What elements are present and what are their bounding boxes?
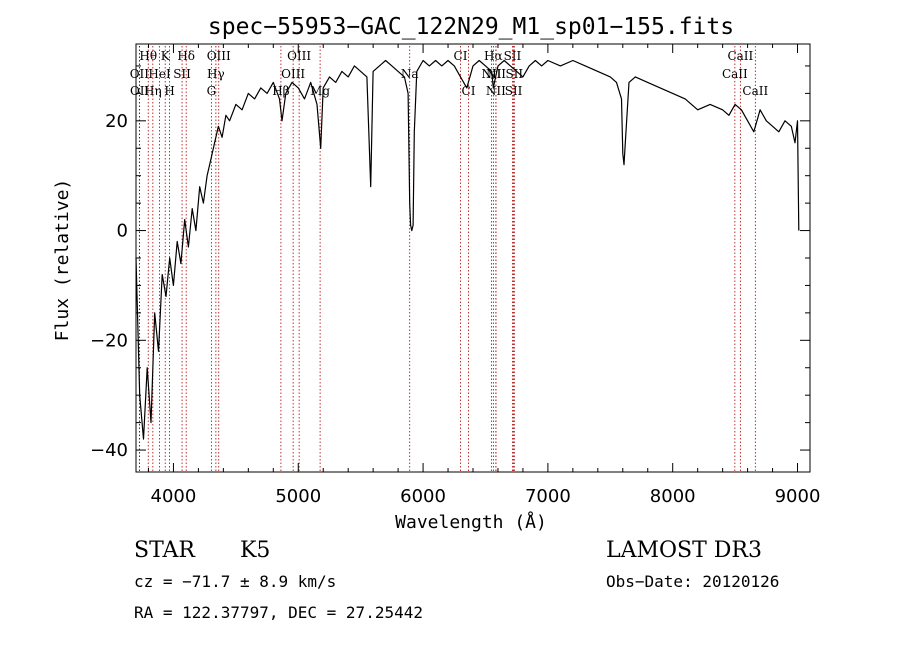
line-marker-label-8: CaII (727, 49, 753, 63)
line-marker-label-28: CaII (742, 84, 768, 98)
line-marker-label-1: K (161, 49, 171, 63)
line-marker-label-17: SII (505, 67, 523, 81)
line-marker-label-3: OIII (207, 49, 231, 63)
line-marker-label-0: Hθ (139, 49, 157, 63)
x-tick-label-0: 4000 (151, 486, 197, 507)
line-marker-label-4: OIII (287, 49, 311, 63)
line-marker-label-27: SII (505, 84, 523, 98)
y-tick-label-3: 20 (105, 111, 128, 132)
observation-date: Obs−Date: 20120126 (606, 572, 780, 591)
line-marker-label-18: CaII (722, 67, 748, 81)
axes-layer: 4000 5000 6000 7000 8000 9000 −40 −20 0 20 (90, 44, 820, 507)
line-marker-label-5: CI (454, 49, 468, 63)
line-marker-label-7: SII (504, 49, 522, 63)
redshift-velocity: cz = −71.7 ± 8.9 km/s (134, 572, 337, 591)
x-tick-label-3: 7000 (525, 486, 571, 507)
line-marker-label-14: Na (401, 67, 419, 81)
line-marker-label-26: NII (486, 84, 506, 98)
object-type: STAR (134, 538, 195, 563)
survey-name: LAMOST DR3 (606, 538, 762, 563)
y-tick-label-0: −40 (90, 440, 128, 461)
x-tick-label-5: 9000 (775, 486, 821, 507)
line-marker-label-22: G (207, 84, 217, 98)
x-tick-label-4: 8000 (650, 486, 696, 507)
line-marker-label-20: Hη (144, 84, 162, 98)
line-marker-label-25: CI (462, 84, 476, 98)
line-marker-label-10: HeI (148, 67, 171, 81)
line-marker-label-13: OIII (281, 67, 305, 81)
coordinates: RA = 122.37797, DEC = 27.25442 (134, 603, 423, 622)
spectrum-chart: spec−55953−GAC_122N29_M1_sp01−155.fits H… (52, 14, 820, 533)
chart-title: spec−55953−GAC_122N29_M1_sp01−155.fits (208, 14, 734, 40)
y-axis-label: Flux (relative) (52, 179, 73, 342)
line-marker-label-19: OII (130, 84, 150, 98)
x-axis-label: Wavelength (Å) (395, 511, 547, 533)
y-tick-label-1: −20 (90, 330, 128, 351)
x-tick-label-2: 6000 (400, 486, 446, 507)
y-tick-label-2: 0 (117, 221, 128, 242)
line-marker-label-21: H (164, 84, 174, 98)
spectrum-line (135, 59, 800, 440)
line-marker-label-11: SII (173, 67, 191, 81)
plot-frame (135, 43, 811, 473)
line-marker-label-2: Hδ (177, 49, 195, 63)
line-marker-label-6: Hα (484, 49, 503, 63)
spectral-subclass: K5 (240, 538, 271, 563)
series-layer (135, 59, 800, 440)
line-marker-label-24: Mg (310, 84, 330, 98)
line-marker-label-12: Hγ (207, 67, 225, 81)
x-tick-label-1: 5000 (275, 486, 321, 507)
